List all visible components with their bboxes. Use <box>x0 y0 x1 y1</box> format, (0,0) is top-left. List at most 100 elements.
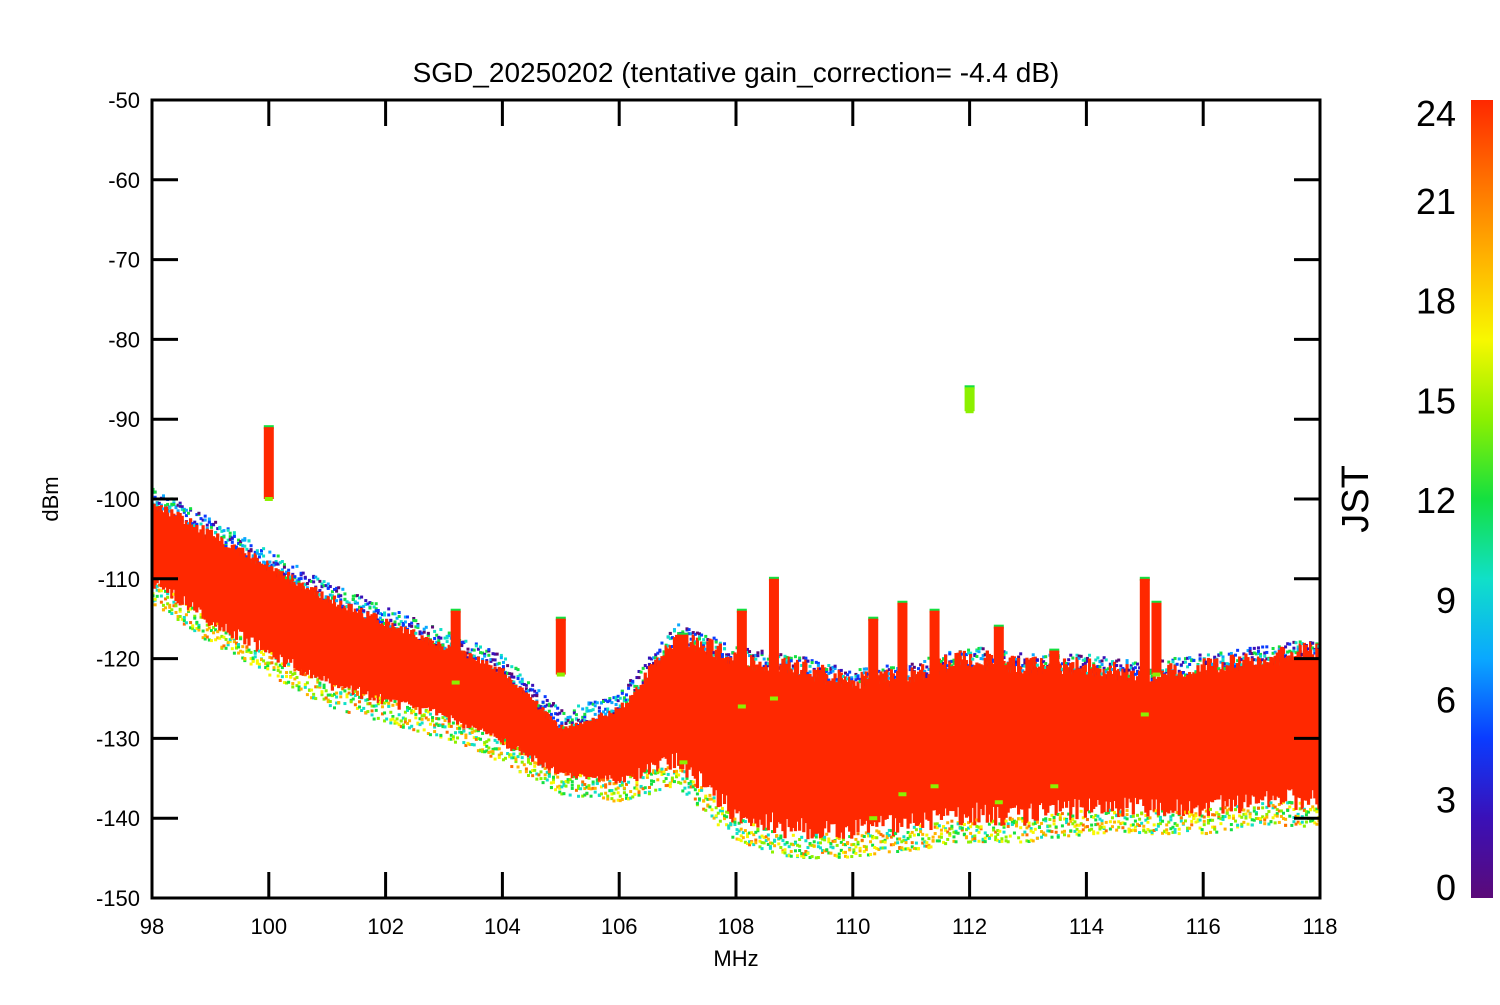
data-point <box>829 667 833 671</box>
data-point <box>800 669 804 819</box>
data-point <box>1198 657 1202 661</box>
colorbar-tick-label: 18 <box>1416 281 1456 322</box>
data-point <box>199 615 203 619</box>
data-point <box>506 752 510 756</box>
data-point <box>1206 814 1210 818</box>
data-point <box>612 696 616 700</box>
data-point <box>268 655 272 659</box>
data-point <box>470 730 474 734</box>
data-point <box>629 790 633 794</box>
data-point <box>1288 642 1292 646</box>
data-point <box>1021 833 1025 837</box>
data-point <box>741 831 745 835</box>
data-point <box>274 568 278 659</box>
data-point <box>441 716 445 720</box>
data-point <box>745 835 749 839</box>
data-point <box>602 699 606 703</box>
data-point <box>816 856 820 860</box>
data-point <box>1002 825 1006 829</box>
data-point <box>330 596 334 600</box>
data-point <box>339 691 343 695</box>
data-point <box>483 741 487 745</box>
data-point <box>754 653 758 657</box>
data-point <box>1261 802 1265 806</box>
data-point <box>812 669 816 837</box>
data-point <box>702 638 706 642</box>
data-point <box>1177 657 1181 661</box>
data-point <box>927 674 931 821</box>
data-point <box>994 830 998 834</box>
data-point <box>1069 662 1073 820</box>
data-point <box>1002 650 1006 654</box>
data-point <box>428 733 432 737</box>
data-point <box>1298 807 1302 811</box>
data-point <box>182 615 186 619</box>
data-point <box>745 665 750 819</box>
data-point <box>481 657 485 661</box>
data-point <box>577 784 581 788</box>
data-point <box>243 544 247 548</box>
spike-point <box>898 792 907 797</box>
data-point <box>889 829 893 833</box>
data-point <box>1015 657 1019 661</box>
data-point <box>1150 829 1154 833</box>
data-point <box>1229 654 1233 812</box>
data-point <box>1117 825 1121 829</box>
data-point <box>1117 820 1121 824</box>
data-point <box>307 589 312 670</box>
data-point <box>708 793 712 797</box>
data-point <box>184 613 188 617</box>
data-point <box>1029 838 1033 842</box>
data-point <box>698 797 701 801</box>
spike-point <box>1139 578 1150 715</box>
data-point <box>629 775 633 779</box>
data-point <box>366 602 370 606</box>
data-point <box>320 693 324 697</box>
data-point <box>1165 831 1169 835</box>
data-point <box>399 626 403 703</box>
data-point <box>1021 673 1025 810</box>
spike-point <box>1152 672 1161 677</box>
data-point <box>1064 664 1069 808</box>
data-point <box>1023 664 1027 668</box>
data-point <box>529 755 533 759</box>
data-point <box>977 646 981 650</box>
data-point <box>1137 670 1142 800</box>
data-point <box>677 623 681 627</box>
x-axis: 98 100 102 104 106 108 110 112 114 116 118 <box>140 100 1338 939</box>
data-point <box>1296 645 1300 649</box>
data-point <box>497 661 501 665</box>
data-point <box>783 848 787 852</box>
data-point <box>1102 669 1106 813</box>
data-point <box>487 750 491 754</box>
data-point <box>1010 820 1014 824</box>
data-point <box>272 554 276 558</box>
data-point <box>1092 832 1096 836</box>
data-point <box>249 544 253 548</box>
data-point <box>385 717 389 721</box>
data-point <box>635 787 639 791</box>
data-point <box>1035 663 1039 667</box>
data-point <box>1265 805 1269 809</box>
data-point <box>921 837 925 841</box>
data-point <box>512 748 516 752</box>
data-point <box>823 835 827 839</box>
data-point <box>1209 818 1212 822</box>
data-point <box>604 715 608 776</box>
data-point <box>579 772 583 776</box>
data-point <box>841 837 845 841</box>
data-point <box>789 842 793 846</box>
data-point <box>714 638 718 642</box>
data-point <box>1190 819 1194 823</box>
data-point <box>437 717 441 721</box>
data-point <box>910 662 914 666</box>
data-point <box>1271 647 1275 651</box>
data-point <box>1033 827 1037 831</box>
data-point <box>925 833 929 837</box>
data-point <box>1298 640 1302 644</box>
data-point <box>846 855 850 859</box>
data-point <box>720 809 724 813</box>
data-point <box>241 547 245 632</box>
data-point <box>339 695 343 699</box>
data-point <box>1012 819 1016 823</box>
